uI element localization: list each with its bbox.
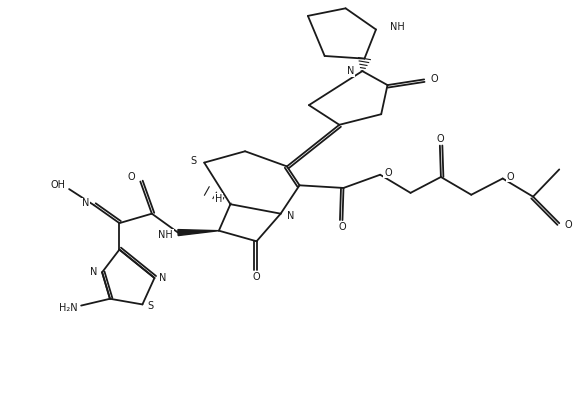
Polygon shape xyxy=(178,230,219,235)
Text: O: O xyxy=(436,134,444,144)
Text: S: S xyxy=(190,156,196,166)
Text: N: N xyxy=(90,267,97,277)
Text: N: N xyxy=(82,198,89,208)
Text: O: O xyxy=(564,220,572,230)
Text: H: H xyxy=(215,194,222,204)
Text: N: N xyxy=(160,273,167,283)
Text: O: O xyxy=(339,222,346,232)
Text: NH: NH xyxy=(390,22,405,32)
Text: O: O xyxy=(128,171,135,181)
Text: OH: OH xyxy=(50,180,65,190)
Text: S: S xyxy=(147,302,154,312)
Text: O: O xyxy=(384,168,392,178)
Text: O: O xyxy=(253,272,260,282)
Text: N: N xyxy=(347,66,354,76)
Text: H₂N: H₂N xyxy=(59,302,77,312)
Text: NH: NH xyxy=(158,230,173,240)
Text: N: N xyxy=(287,210,294,220)
Text: O: O xyxy=(507,171,514,181)
Text: O: O xyxy=(430,74,438,84)
